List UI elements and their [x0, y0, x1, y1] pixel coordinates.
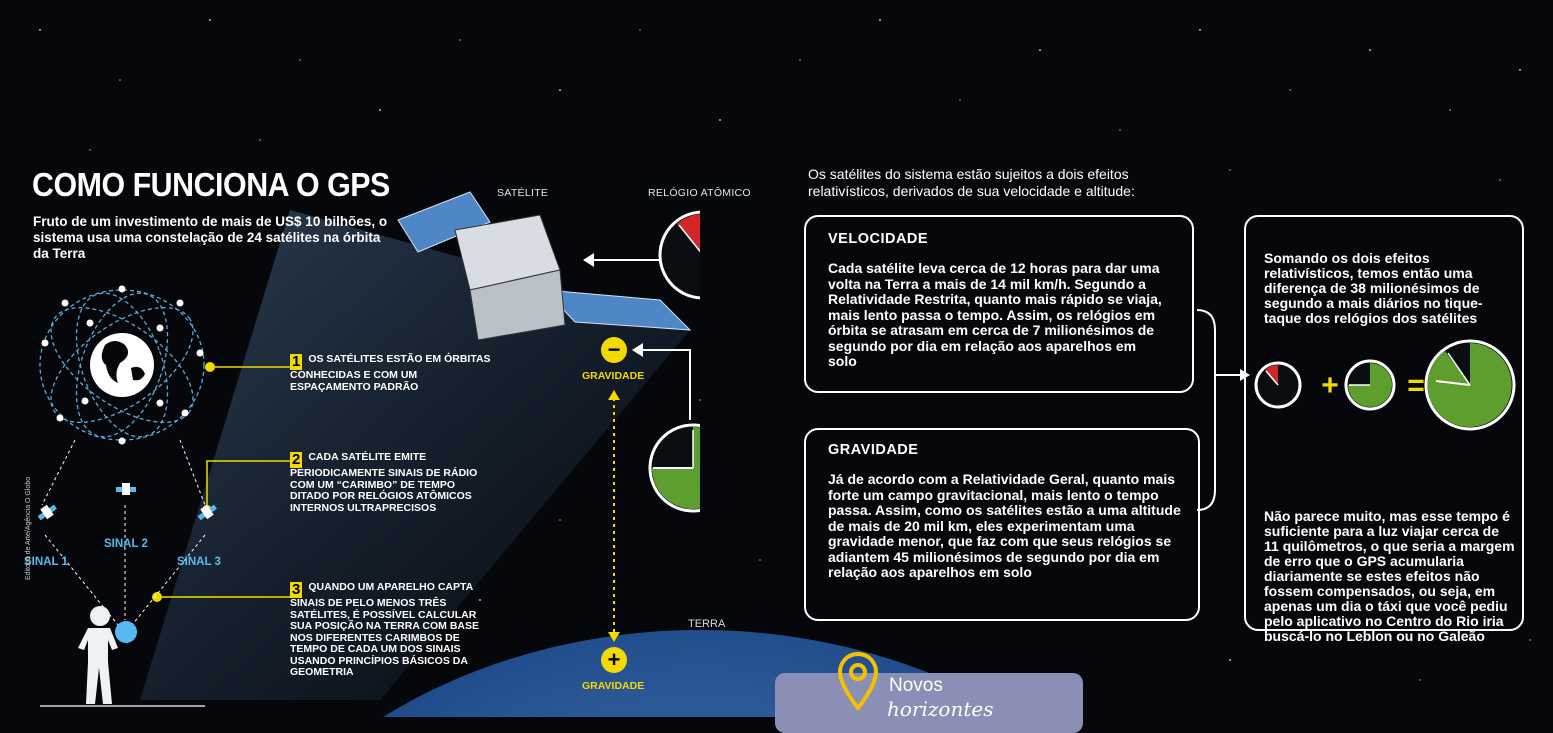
step-number: 2 — [290, 451, 303, 468]
gravity-plus-label: GRAVIDADE — [582, 680, 645, 692]
earth-label: TERRA — [688, 618, 726, 630]
velocity-text: Cada satélite leva cerca de 12 horas par… — [828, 260, 1162, 369]
satellite-label: SATÉLITE — [497, 187, 549, 199]
step-2: 2 CADA SATÉLITE EMITE PERIODICAMENTE SINA… — [290, 451, 495, 514]
gravity-text: Já de acordo com a Relatividade Geral, q… — [828, 471, 1181, 580]
step-number: 1 — [290, 353, 303, 370]
badge-line-2: horizontes — [887, 697, 994, 721]
equals-operator: = — [1407, 369, 1425, 402]
step-text: CADA SATÉLITE EMITE PERIODICAMENTE SINAI… — [290, 451, 478, 514]
step-number: 3 — [290, 581, 303, 598]
step-3: 3 QUANDO UM APARELHO CAPTA SINAIS DE PELO… — [290, 581, 490, 679]
atomic-clock-red — [658, 210, 700, 300]
signal-3-label: SINAL 3 — [177, 556, 221, 568]
gravity-minus-label: GRAVIDADE — [582, 370, 645, 382]
plus-operator: + — [1321, 369, 1339, 402]
step-text: OS SATÉLITES ESTÃO EM ÓRBITAS CONHECIDAS… — [290, 353, 491, 393]
gravity-clock-green — [648, 423, 700, 513]
plus-icon: + — [608, 647, 621, 672]
location-pin-icon — [838, 652, 878, 712]
summary-box: Somando os dois efeitos relativísticos, … — [1244, 215, 1524, 644]
signal-1-label: SINAL 1 — [24, 556, 68, 568]
satellite-constellation-diagram — [39, 285, 205, 445]
summary-top-text: Somando os dois efeitos relativísticos, … — [1264, 250, 1483, 326]
gravity-title: GRAVIDADE — [828, 442, 919, 458]
intro-text: Os satélites do sistema estão sujeitos a… — [808, 166, 1135, 199]
step-1: 1 OS SATÉLITES ESTÃO EM ÓRBITAS CONHECIDA… — [290, 353, 500, 393]
page-title: COMO FUNCIONA O GPS — [32, 166, 390, 203]
gravity-box: GRAVIDADE Já de acordo com a Relatividad… — [804, 428, 1200, 621]
summary-bottom-text: Não parece muito, mas esse tempo é sufic… — [1264, 508, 1515, 644]
velocity-box: VELOCIDADE Cada satélite leva cerca de 1… — [804, 215, 1194, 393]
credit-text: Editoria de Arte/Agência O Globo — [25, 476, 32, 580]
atomic-clock-label: RELÓGIO ATÔMICO — [648, 187, 751, 199]
subtitle: Fruto de um investimento de mais de US$ … — [33, 214, 388, 261]
person-silhouette — [78, 606, 118, 704]
step-text: QUANDO UM APARELHO CAPTA SINAIS DE PELO … — [290, 581, 480, 678]
clock-equation: + = — [1254, 339, 1516, 431]
satellite-illustration — [397, 191, 692, 341]
minus-icon: − — [608, 337, 621, 362]
signal-2-label: SINAL 2 — [104, 538, 148, 550]
badge-line-1: Novos — [889, 675, 943, 696]
connector-lines: − + — [37, 191, 700, 707]
velocity-title: VELOCIDADE — [828, 231, 929, 247]
